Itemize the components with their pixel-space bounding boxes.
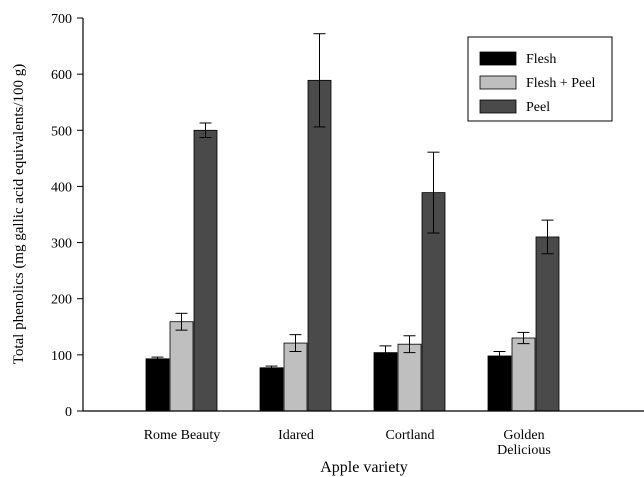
y-tick-label: 100 xyxy=(51,349,72,364)
bar xyxy=(487,355,512,412)
x-tick-label: Delicious xyxy=(497,443,551,458)
x-axis-label: Apple variety xyxy=(320,459,408,476)
legend-swatch xyxy=(479,75,517,90)
bar xyxy=(283,342,308,412)
x-tick-label: Rome Beauty xyxy=(144,428,221,443)
x-tick-label: Cortland xyxy=(386,428,435,443)
x-tick-label: Golden xyxy=(503,428,544,443)
bar xyxy=(373,352,398,412)
y-tick-label: 0 xyxy=(65,405,72,420)
x-tick-label: Idared xyxy=(278,428,314,443)
legend-swatch xyxy=(479,99,517,114)
bar xyxy=(193,129,218,412)
legend-label: Flesh + Peel xyxy=(526,76,595,91)
legend-label: Flesh xyxy=(526,52,556,67)
y-tick-label: 600 xyxy=(51,68,72,83)
y-axis-label: Total phenolics (mg gallic acid equivale… xyxy=(11,64,27,365)
bar xyxy=(511,337,536,412)
axes-layer: 0 100 200 300 400 500 600 700 Rome Beauty Idared C… xyxy=(51,12,644,458)
bar xyxy=(397,343,422,412)
bar xyxy=(535,236,560,412)
legend-swatch xyxy=(479,51,517,66)
bar xyxy=(145,358,170,412)
legend: Flesh Flesh + Peel Peel xyxy=(467,36,613,122)
y-tick-label: 700 xyxy=(51,12,72,27)
y-tick-label: 300 xyxy=(51,237,72,252)
y-tick-label: 400 xyxy=(51,180,72,195)
bar xyxy=(259,367,284,412)
bars-layer xyxy=(145,33,560,412)
bar xyxy=(169,321,194,412)
y-tick-label: 200 xyxy=(51,293,72,308)
y-tick-label: 500 xyxy=(51,124,72,139)
legend-label: Peel xyxy=(526,100,550,115)
bar xyxy=(307,79,332,412)
